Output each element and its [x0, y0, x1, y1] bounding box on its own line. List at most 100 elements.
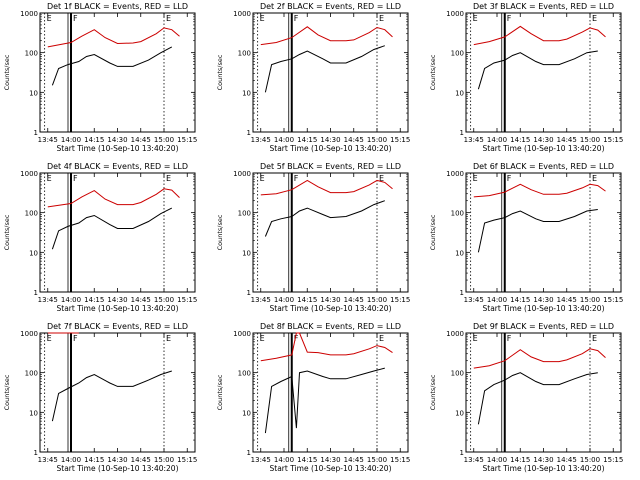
y-tick-label: 1000	[446, 10, 464, 18]
plot-frame	[39, 172, 196, 293]
x-tick-label: 14:45	[131, 296, 151, 304]
y-axis-label: Counts/sec	[3, 374, 11, 410]
x-tick-label: 15:15	[603, 296, 623, 304]
x-tick-label: 14:00	[274, 136, 294, 144]
y-tick-label: 100	[25, 210, 38, 218]
series-line	[264, 200, 385, 237]
marker-label: F	[507, 14, 512, 23]
series-line	[47, 27, 180, 48]
plot-frame	[465, 172, 622, 293]
series-line	[473, 183, 606, 198]
chart-panel: Det 9f BLACK = Events, RED = LLD 1 10 100 10…	[429, 322, 623, 473]
marker-label: E	[473, 174, 478, 183]
x-tick-label: 14:15	[84, 136, 104, 144]
x-tick-label: 14:45	[344, 296, 364, 304]
y-tick-label: 1000	[233, 10, 251, 18]
chart-panel: Det 1f BLACK = Events, RED = LLD 1 10 100 10…	[3, 2, 197, 153]
y-axis-label: Counts/sec	[429, 54, 437, 90]
y-tick-label: 1000	[20, 170, 38, 178]
y-tick-label: 1000	[233, 330, 251, 338]
y-tick-label: 1000	[233, 170, 251, 178]
marker-label: F	[507, 334, 512, 343]
plot-frame	[252, 332, 409, 453]
x-axis-label: Start Time (10-Sep-10 13:40:20)	[270, 144, 392, 153]
chart-panel: Det 5f BLACK = Events, RED = LLD 1 10 100 10…	[216, 162, 410, 313]
chart-title: Det 2f BLACK = Events, RED = LLD	[260, 2, 401, 11]
series-line	[477, 50, 598, 90]
x-tick-label: 14:00	[61, 456, 81, 464]
x-tick-label: 14:45	[131, 456, 151, 464]
chart-panel: Det 8f BLACK = Events, RED = LLD 1 10 100 10…	[216, 322, 410, 473]
x-tick-label: 14:15	[297, 136, 317, 144]
series-line	[260, 332, 393, 362]
x-tick-label: 14:15	[84, 456, 104, 464]
y-axis-label: Counts/sec	[216, 54, 224, 90]
x-tick-label: 14:15	[510, 136, 530, 144]
x-tick-label: 13:45	[38, 456, 58, 464]
chart-title: Det 3f BLACK = Events, RED = LLD	[473, 2, 614, 11]
chart-title: Det 8f BLACK = Events, RED = LLD	[260, 322, 401, 331]
x-tick-label: 15:00	[154, 136, 174, 144]
y-tick-label: 10	[242, 409, 251, 417]
series-line	[51, 207, 173, 250]
y-tick-label: 1000	[446, 330, 464, 338]
y-tick-label: 10	[455, 409, 464, 417]
x-tick-label: 13:45	[38, 296, 58, 304]
x-tick-label: 15:00	[154, 296, 174, 304]
plot-frame	[465, 12, 622, 133]
x-axis-label: Start Time (10-Sep-10 13:40:20)	[57, 304, 179, 313]
x-tick-label: 14:30	[533, 456, 553, 464]
marker-label: E	[379, 334, 384, 343]
x-tick-label: 14:15	[510, 456, 530, 464]
y-tick-label: 1	[34, 129, 38, 137]
series-line	[264, 367, 385, 434]
marker-label: E	[379, 174, 384, 183]
y-tick-label: 100	[451, 50, 464, 58]
x-tick-label: 14:15	[510, 296, 530, 304]
x-tick-label: 13:45	[251, 136, 271, 144]
x-tick-label: 13:45	[464, 136, 484, 144]
x-tick-label: 14:30	[533, 296, 553, 304]
chart-panel: Det 4f BLACK = Events, RED = LLD 1 10 100 10…	[3, 162, 197, 313]
chart-title: Det 7f BLACK = Events, RED = LLD	[47, 322, 188, 331]
chart-title: Det 1f BLACK = Events, RED = LLD	[47, 2, 188, 11]
x-tick-label: 13:45	[464, 456, 484, 464]
series-line	[473, 25, 606, 46]
marker-label: E	[47, 334, 52, 343]
x-tick-label: 13:45	[251, 456, 271, 464]
y-axis-label: Counts/sec	[216, 214, 224, 250]
y-tick-label: 100	[25, 50, 38, 58]
y-tick-label: 1	[460, 129, 464, 137]
y-tick-label: 10	[29, 249, 38, 257]
marker-label: E	[166, 334, 171, 343]
x-tick-label: 15:00	[580, 296, 600, 304]
x-tick-label: 14:15	[297, 456, 317, 464]
x-tick-label: 13:45	[251, 296, 271, 304]
marker-label: E	[166, 174, 171, 183]
x-tick-label: 14:30	[107, 296, 127, 304]
x-tick-label: 15:15	[390, 136, 410, 144]
marker-label: E	[47, 174, 52, 183]
marker-label: F	[507, 174, 512, 183]
x-axis-label: Start Time (10-Sep-10 13:40:20)	[483, 304, 605, 313]
series-line	[47, 188, 180, 208]
x-axis-label: Start Time (10-Sep-10 13:40:20)	[483, 144, 605, 153]
marker-label: E	[592, 334, 597, 343]
x-tick-label: 14:45	[557, 296, 577, 304]
y-tick-label: 100	[238, 210, 251, 218]
y-tick-label: 100	[451, 210, 464, 218]
x-tick-label: 14:45	[131, 136, 151, 144]
x-tick-label: 14:00	[487, 296, 507, 304]
marker-label: F	[294, 334, 299, 343]
x-tick-label: 14:00	[487, 456, 507, 464]
x-tick-label: 14:30	[320, 136, 340, 144]
x-tick-label: 14:45	[557, 456, 577, 464]
y-tick-label: 10	[455, 249, 464, 257]
series-line	[477, 372, 598, 425]
x-axis-label: Start Time (10-Sep-10 13:40:20)	[270, 304, 392, 313]
chart-panel: Det 6f BLACK = Events, RED = LLD 1 10 100 10…	[429, 162, 623, 313]
marker-label: E	[47, 14, 52, 23]
y-tick-label: 10	[242, 89, 251, 97]
x-tick-label: 15:15	[177, 456, 197, 464]
x-tick-label: 15:15	[177, 136, 197, 144]
